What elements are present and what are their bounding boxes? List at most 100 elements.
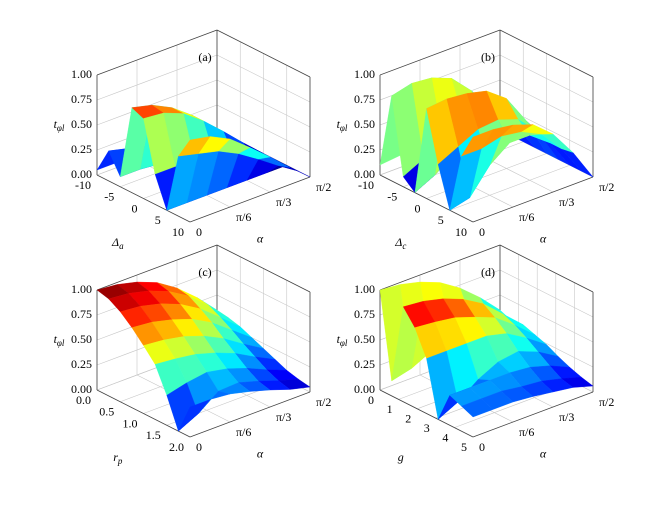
axis-edge [472,176,594,223]
y-tick-label: π/3 [559,410,574,424]
axis-edge [96,244,218,291]
axis-edge [189,176,311,223]
z-axis-label-main: t [54,117,58,131]
surface-patch [178,399,211,432]
z-tick-label: 0.25 [71,142,92,156]
z-tick-label: 0.00 [354,167,375,181]
x-tick-label: 5 [155,213,161,227]
z-axis-label: tφl [54,332,65,348]
x-tick-label: 0 [368,393,374,407]
x-tick-label: -5 [387,190,397,204]
x-tick-label: 0 [415,201,421,215]
z-axis-label-sub: φl [340,123,348,133]
axis-edge [472,391,594,438]
x-tick-label: -10 [75,178,91,192]
z-tick-label: 0.50 [71,332,92,346]
x-tick-label: 5 [461,440,467,454]
surface-patch [461,398,494,418]
x-tick-label: 2 [405,412,411,426]
z-axis-label-sub: φl [57,123,65,133]
z-axis-label-main: t [54,332,58,346]
z-tick-label: 0.75 [354,92,375,106]
z-tick-label: 0.75 [354,307,375,321]
grid-line [499,294,594,343]
z-tick-label: 1.00 [354,67,375,81]
y-tick-label: 0 [479,440,485,454]
y-axis-label: α [257,231,264,245]
y-tick-label: π/2 [316,395,331,409]
y-tick-label: π/6 [519,210,534,224]
x-tick-label: 0.0 [76,393,91,407]
z-axis-label-sub: φl [57,338,65,348]
x-tick-label: 10 [455,225,467,239]
x-axis-label: Δa [111,235,124,251]
surface-patch [278,165,311,178]
z-tick-label: 0.00 [354,382,375,396]
axis-edge [189,391,311,438]
panel-label: (d) [481,265,495,279]
x-axis-label-sub: c [402,241,406,251]
x-tick-label: -5 [104,190,114,204]
z-tick-label: 0.00 [71,167,92,181]
y-tick-label: π/3 [276,410,291,424]
y-tick-label: π/6 [236,425,251,439]
x-tick-label: 2.0 [169,440,184,454]
surface-patch [177,136,211,157]
x-axis-label-main: Δ [111,235,119,249]
y-tick-label: π/3 [276,195,291,209]
z-tick-label: 0.00 [71,382,92,396]
axis-edge [216,244,311,293]
grid-line [96,79,218,126]
x-axis-label: g [398,450,404,464]
z-tick-label: 0.25 [71,357,92,371]
axis-edge [216,29,311,78]
x-tick-label: 0.5 [99,405,114,419]
x-tick-label: 5 [438,213,444,227]
x-axis-label-sub: p [117,456,123,466]
x-axis-label-sub: a [119,241,124,251]
grid-line [96,54,218,101]
surface-patch [460,129,494,157]
z-tick-label: 0.25 [354,142,375,156]
y-tick-label: π/2 [599,395,614,409]
axis-edge [96,29,218,76]
z-axis-label-main: t [337,332,341,346]
x-axis-label-main: Δ [394,235,402,249]
axis-edge [379,29,501,76]
x-tick-label: -10 [358,178,374,192]
z-axis-label: tφl [54,117,65,133]
y-tick-label: 0 [196,440,202,454]
axis-edge [96,389,191,438]
y-tick-label: π/6 [236,210,251,224]
y-axis-label: α [540,231,547,245]
x-axis-label: rp [113,450,123,466]
x-tick-label: 1.5 [146,428,161,442]
z-tick-label: 0.25 [354,357,375,371]
panel-label: (b) [481,50,495,64]
axis-edge [96,174,191,223]
axis-edge [379,389,474,438]
x-tick-label: 3 [424,421,430,435]
y-tick-label: π/6 [519,425,534,439]
z-tick-label: 0.75 [71,307,92,321]
y-tick-label: π/2 [599,180,614,194]
x-tick-label: 1.0 [123,416,138,430]
y-tick-label: 0 [196,225,202,239]
z-tick-label: 1.00 [71,282,92,296]
y-tick-label: π/3 [559,195,574,209]
y-tick-label: 0 [479,225,485,239]
x-tick-label: 10 [172,225,184,239]
x-tick-label: 4 [442,430,448,444]
z-axis-label: tφl [337,117,348,133]
z-axis-label-main: t [337,117,341,131]
z-tick-label: 1.00 [354,282,375,296]
grid-line [499,269,594,318]
axis-edge [499,29,594,78]
x-tick-label: 1 [387,402,393,416]
x-axis-label: Δc [394,235,406,251]
panel-label: (a) [198,50,211,64]
x-axis-label-main: r [113,450,118,464]
z-tick-label: 0.50 [71,117,92,131]
z-tick-label: 1.00 [71,67,92,81]
y-tick-label: π/2 [316,180,331,194]
